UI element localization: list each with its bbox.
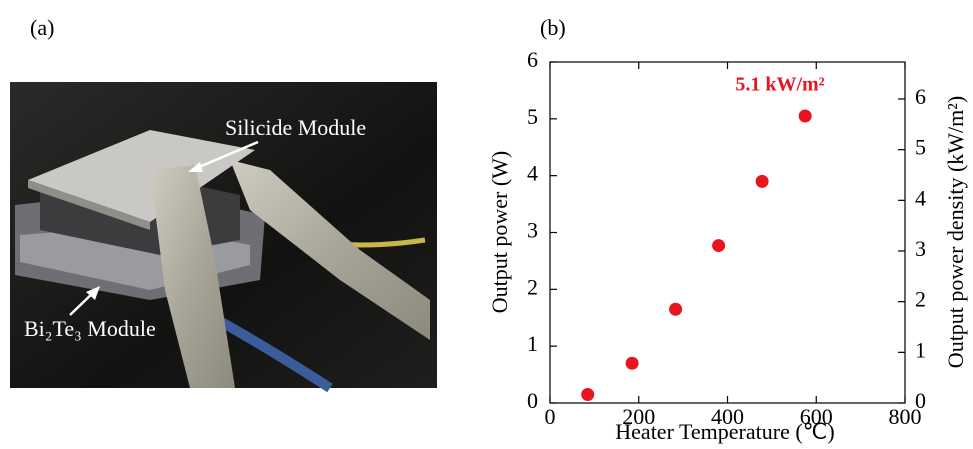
photo (10, 82, 437, 393)
y-tick-label: 4 (527, 161, 538, 186)
y2-tick-label: 0 (915, 388, 926, 413)
y2-tick-label: 6 (915, 84, 926, 109)
annotation: 5.1 kW/m² (735, 74, 824, 96)
panel-label: (b) (540, 15, 566, 40)
panel-label: (a) (30, 15, 54, 40)
module-label: Silicide Module (225, 115, 366, 140)
point (581, 387, 595, 401)
y-tick-label: 2 (527, 274, 538, 299)
point (712, 239, 726, 253)
y-tick-label: 3 (527, 218, 538, 243)
x-tick-label: 600 (800, 404, 833, 429)
y2-axis-label: Output power density (kW/m²) (943, 96, 968, 368)
point (755, 174, 769, 188)
y-tick-label: 5 (527, 104, 538, 129)
x-tick-label: 400 (711, 404, 744, 429)
y2-tick-label: 2 (915, 287, 926, 312)
point (669, 302, 683, 316)
x-tick-label: 800 (889, 404, 922, 429)
y2-tick-label: 1 (915, 337, 926, 362)
x-axis-label: Heater Temperature (℃) (615, 419, 834, 444)
x-tick-label: 0 (545, 404, 556, 429)
y2-tick-label: 3 (915, 236, 926, 261)
y-tick-label: 1 (527, 331, 538, 356)
x-tick-label: 200 (622, 404, 655, 429)
y2-tick-label: 4 (915, 185, 926, 210)
y-tick-label: 0 (527, 388, 538, 413)
y2-tick-label: 5 (915, 135, 926, 160)
y-axis-label: Output power (W) (487, 151, 512, 314)
point (625, 356, 639, 370)
point (798, 109, 812, 123)
y-tick-label: 6 (527, 47, 538, 72)
module-label: Bi₂Te₃ Module (24, 316, 156, 341)
plot-frame (549, 61, 906, 404)
